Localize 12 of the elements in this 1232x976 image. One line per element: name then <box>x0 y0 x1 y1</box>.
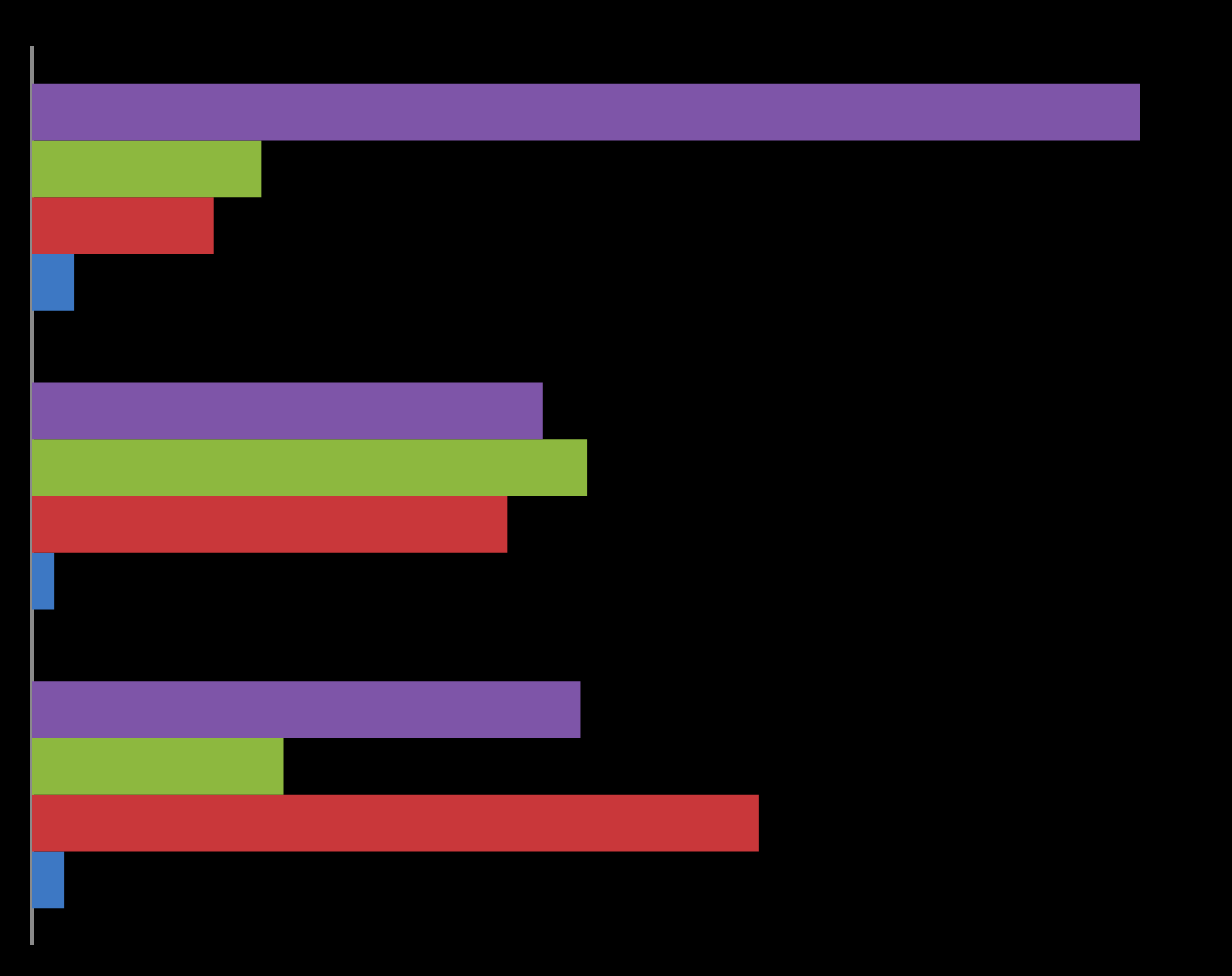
bar <box>32 737 284 795</box>
bar <box>32 681 581 738</box>
bar <box>32 552 55 610</box>
bar <box>32 794 759 852</box>
bar <box>32 83 1140 141</box>
bar <box>32 851 65 909</box>
bar <box>32 496 508 553</box>
bar <box>32 140 262 198</box>
bar <box>32 382 543 440</box>
bar <box>32 439 588 496</box>
bar <box>32 254 75 311</box>
bar <box>32 197 214 255</box>
